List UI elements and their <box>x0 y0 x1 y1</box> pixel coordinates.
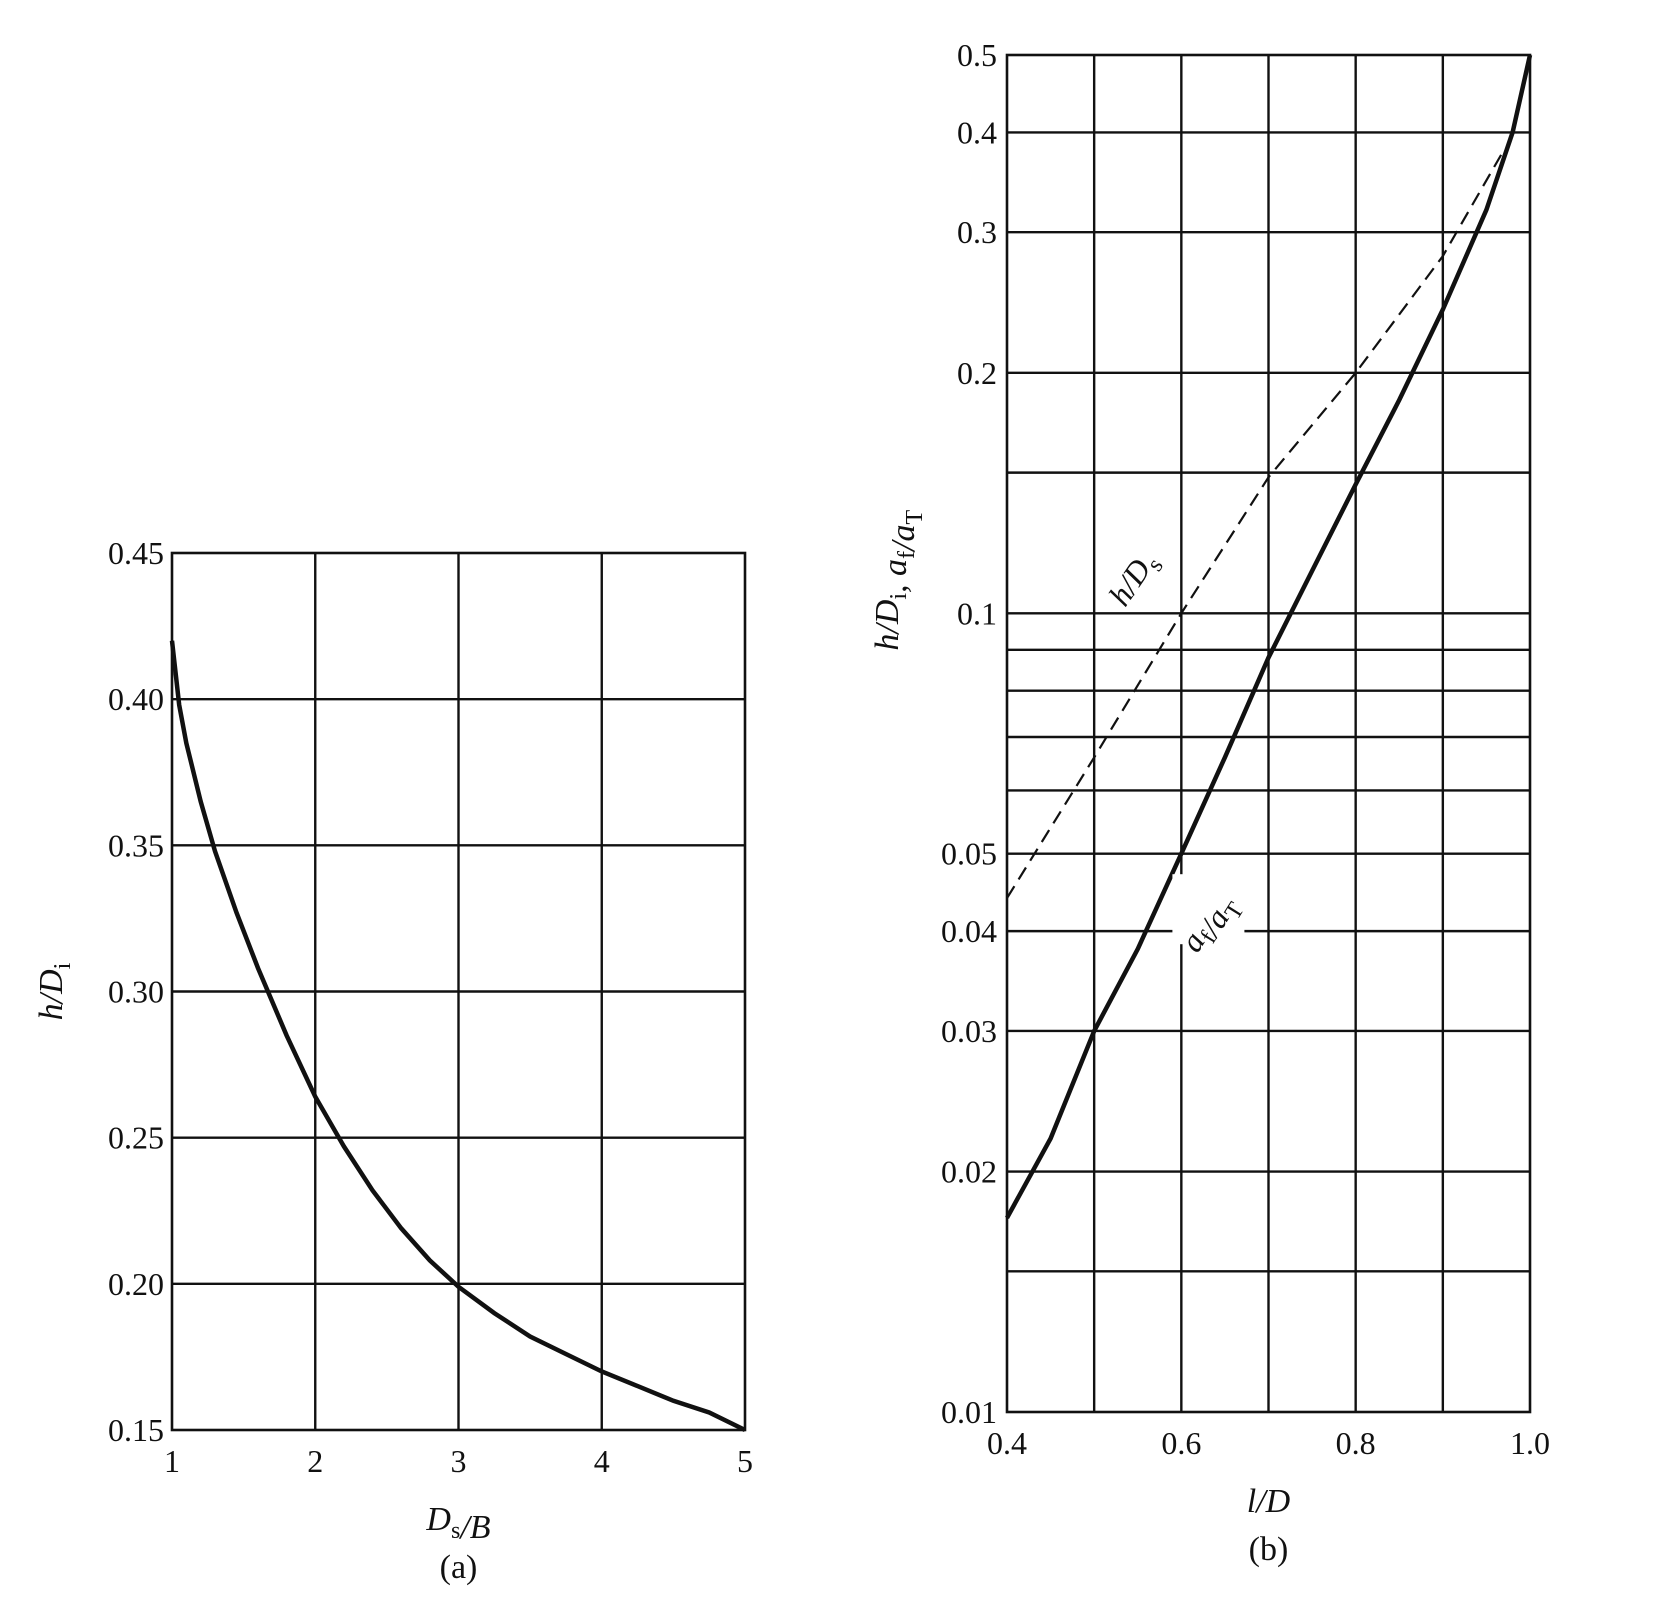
x-tick-label: 3 <box>451 1443 467 1479</box>
x-tick-label: 5 <box>737 1443 753 1479</box>
y-tick-label: 0.35 <box>108 827 164 863</box>
y-tick-label: 0.4 <box>957 114 997 150</box>
series-line-a-0 <box>169 640 746 1433</box>
chart-b: 0.4 0.6 0.8 1.0 0.01 0.02 0.03 0.04 0.05 0.1 0.2 0.… <box>869 37 1550 1568</box>
y-tick-label: 0.04 <box>941 913 997 949</box>
y-tick-label: 0.01 <box>941 1394 997 1430</box>
y-axis-label: h/Di <box>33 962 76 1020</box>
y-tick-label: 0.5 <box>957 37 997 73</box>
x-tick-label: 1.0 <box>1510 1425 1550 1461</box>
series-line-b-0 <box>1006 149 1505 899</box>
series-label-gap <box>1172 874 1245 945</box>
plot-frame <box>1005 53 1532 1414</box>
x-tick-label: 0.6 <box>1161 1425 1201 1461</box>
x-tick-label: 2 <box>307 1443 323 1479</box>
plot-frame <box>170 551 747 1432</box>
y-tick-label: 0.02 <box>941 1154 997 1190</box>
caption-b: (b) <box>1249 1531 1289 1568</box>
y-axis-label: h/Di, af/aT <box>869 509 928 650</box>
y-tick-label: 0.05 <box>941 836 997 872</box>
y-tick-label: 0.20 <box>108 1266 164 1302</box>
series-line-b-1 <box>1005 54 1533 1219</box>
x-axis-label: l/D <box>1247 1483 1291 1520</box>
x-axis-label: Ds/B <box>425 1501 490 1546</box>
y-tick-label: 0.1 <box>957 595 997 631</box>
y-tick-label: 0.2 <box>957 355 997 391</box>
caption-a: (a) <box>440 1549 478 1586</box>
x-tick-label: 0.4 <box>987 1425 1027 1461</box>
y-tick-label: 0.45 <box>108 535 164 571</box>
series-label-h-ds: h/Ds <box>1101 544 1169 616</box>
x-tick-label: 1 <box>164 1443 180 1479</box>
y-tick-label: 0.3 <box>957 214 997 250</box>
y-tick-label: 0.40 <box>108 681 164 717</box>
y-tick-label: 0.30 <box>108 974 164 1010</box>
x-tick-label: 0.8 <box>1336 1425 1376 1461</box>
x-tick-label: 4 <box>594 1443 610 1479</box>
y-tick-label: 0.03 <box>941 1013 997 1049</box>
y-tick-label: 0.15 <box>108 1412 164 1448</box>
chart-a: 1 2 3 4 5 0.15 0.20 0.25 0.30 0.35 0.40 0.45 Ds/B h/D… <box>33 535 753 1586</box>
y-tick-label: 0.25 <box>108 1120 164 1156</box>
